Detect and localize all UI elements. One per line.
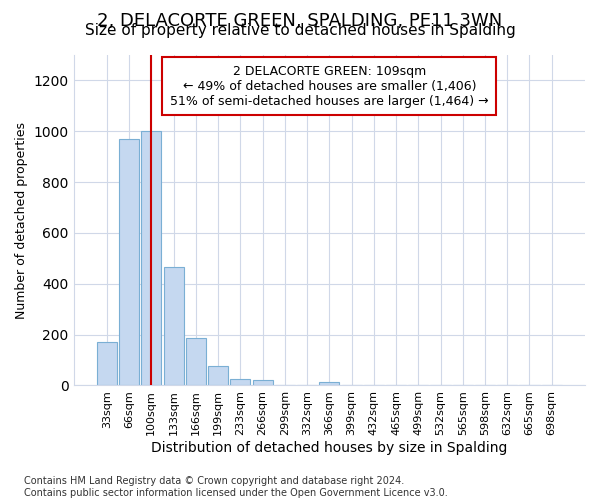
- X-axis label: Distribution of detached houses by size in Spalding: Distribution of detached houses by size …: [151, 441, 508, 455]
- Bar: [141, 132, 161, 386]
- Bar: [230, 379, 250, 386]
- Bar: [186, 338, 206, 386]
- Text: Contains HM Land Registry data © Crown copyright and database right 2024.
Contai: Contains HM Land Registry data © Crown c…: [24, 476, 448, 498]
- Bar: [253, 380, 272, 386]
- Text: Size of property relative to detached houses in Spalding: Size of property relative to detached ho…: [85, 22, 515, 38]
- Bar: [97, 342, 117, 386]
- Text: 2 DELACORTE GREEN: 109sqm
← 49% of detached houses are smaller (1,406)
51% of se: 2 DELACORTE GREEN: 109sqm ← 49% of detac…: [170, 65, 488, 108]
- Text: 2, DELACORTE GREEN, SPALDING, PE11 3WN: 2, DELACORTE GREEN, SPALDING, PE11 3WN: [97, 12, 503, 30]
- Bar: [208, 366, 228, 386]
- Y-axis label: Number of detached properties: Number of detached properties: [15, 122, 28, 318]
- Bar: [319, 382, 339, 386]
- Bar: [164, 268, 184, 386]
- Bar: [119, 139, 139, 386]
